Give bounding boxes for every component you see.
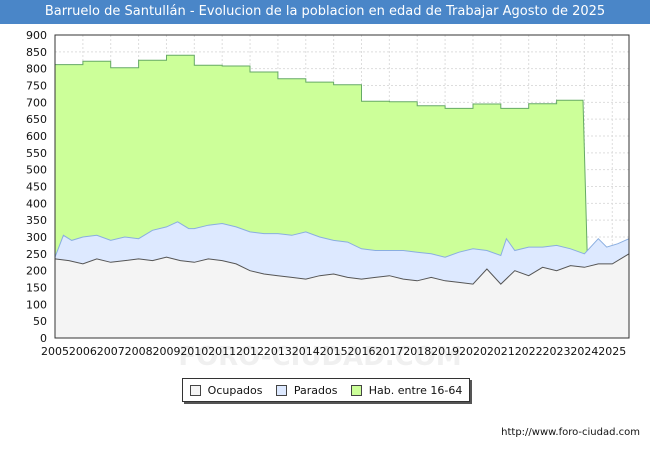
y-tick-label: 450 <box>26 181 47 194</box>
y-tick-label: 400 <box>26 197 47 210</box>
legend: Ocupados Parados Hab. entre 16-64 <box>182 378 470 402</box>
y-tick-label: 650 <box>26 113 47 126</box>
line-hab-entre-16-64 <box>55 54 629 255</box>
y-tick-label: 0 <box>40 332 47 345</box>
y-tick-label: 150 <box>26 282 47 295</box>
x-tick-label: 2019 <box>431 345 459 358</box>
x-tick-label: 2017 <box>375 345 403 358</box>
y-axis: 0 50 100 150 200 250 300 350 400 450 500 550 600 650 7… <box>26 29 47 345</box>
line-parados <box>54 221 630 258</box>
y-tick-label: 600 <box>26 130 47 143</box>
y-tick-label: 300 <box>26 231 47 244</box>
source-link[interactable]: http://www.foro-ciudad.com <box>501 427 640 438</box>
x-tick-label: 2016 <box>348 345 376 358</box>
x-tick-label: 2011 <box>208 345 236 358</box>
x-tick-label: 2009 <box>152 345 180 358</box>
y-tick-label: 800 <box>26 63 47 76</box>
y-tick-label: 850 <box>26 46 47 59</box>
legend-label-ocupados: Ocupados <box>207 383 263 397</box>
legend-swatch-ocupados <box>189 384 201 396</box>
x-tick-label: 2008 <box>125 345 153 358</box>
x-tick-label: 2022 <box>515 345 543 358</box>
x-tick-label: 2006 <box>69 345 97 358</box>
legend-item-parados: Parados <box>275 383 338 397</box>
x-tick-label: 2010 <box>180 345 208 358</box>
x-tick-label: 2025 <box>598 345 626 358</box>
x-tick-label: 2014 <box>292 345 320 358</box>
x-tick-label: 2023 <box>543 345 571 358</box>
y-tick-label: 50 <box>33 315 47 328</box>
y-tick-label: 500 <box>26 164 47 177</box>
watermark: FORO-CIUDAD.COM <box>178 342 461 372</box>
legend-label-parados: Parados <box>293 383 338 397</box>
y-tick-label: 200 <box>26 265 47 278</box>
chart-title: Barruelo de Santullán - Evolucion de la … <box>0 0 650 24</box>
x-axis: 2005 2006 2007 2008 2009 2010 2011 2012 2013 2014… <box>41 345 626 358</box>
x-tick-label: 2007 <box>97 345 125 358</box>
x-tick-label: 2020 <box>459 345 487 358</box>
x-tick-label: 2013 <box>264 345 292 358</box>
x-tick-label: 2018 <box>403 345 431 358</box>
y-tick-label: 100 <box>26 298 47 311</box>
y-tick-label: 900 <box>26 29 47 42</box>
y-tick-label: 700 <box>26 96 47 109</box>
legend-label-hab: Hab. entre 16-64 <box>368 383 463 397</box>
legend-item-hab: Hab. entre 16-64 <box>350 383 463 397</box>
legend-swatch-hab <box>350 384 362 396</box>
x-tick-label: 2005 <box>41 345 69 358</box>
x-tick-label: 2024 <box>570 345 598 358</box>
y-tick-label: 350 <box>26 214 47 227</box>
area-ocupados <box>55 253 629 338</box>
y-tick-label: 750 <box>26 80 47 93</box>
x-tick-label: 2015 <box>320 345 348 358</box>
line-ocupados <box>54 253 630 285</box>
plot-border <box>54 34 630 339</box>
x-tick-label: 2012 <box>236 345 264 358</box>
x-tick-label: 2021 <box>487 345 515 358</box>
legend-swatch-parados <box>275 384 287 396</box>
y-tick-label: 550 <box>26 147 47 160</box>
y-tick-label: 250 <box>26 248 47 261</box>
series-areas <box>54 54 630 338</box>
legend-item-ocupados: Ocupados <box>189 383 263 397</box>
